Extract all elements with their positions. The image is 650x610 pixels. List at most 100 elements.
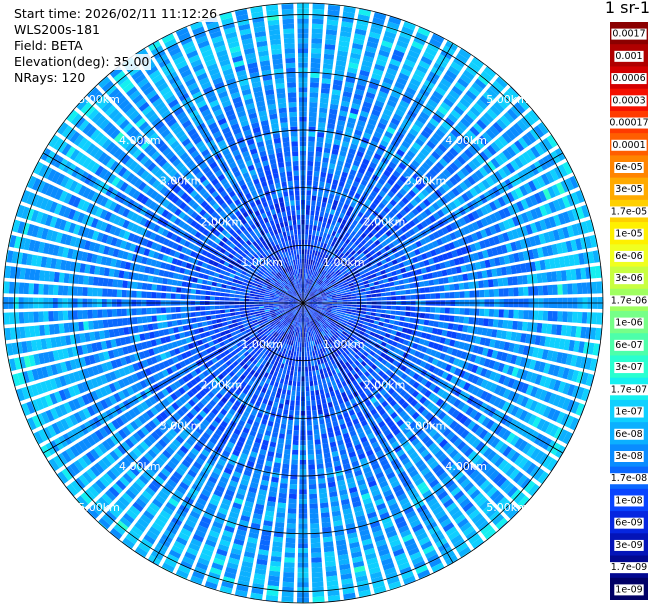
- ray-gate: [467, 325, 473, 334]
- ray-gate: [331, 253, 336, 259]
- ray-gate: [536, 322, 543, 333]
- ray-gate: [372, 347, 378, 353]
- ray-gate: [303, 298, 305, 302]
- ray-gate: [406, 245, 414, 252]
- ray-gate: [319, 102, 328, 109]
- ray-gate: [318, 267, 322, 273]
- ray-gate: [316, 374, 321, 381]
- ray-gate: [560, 270, 567, 281]
- ray-gate: [411, 390, 420, 398]
- ray-gate: [367, 335, 374, 340]
- ray-gate: [312, 288, 317, 293]
- ray-gate: [401, 327, 408, 333]
- ray-gate: [462, 69, 475, 81]
- ray-gate: [304, 301, 308, 303]
- ray-gate: [363, 259, 370, 265]
- ray-gate: [378, 236, 385, 243]
- ray-gate: [339, 246, 345, 253]
- ray-gate: [346, 291, 352, 295]
- ray-gate: [474, 241, 482, 251]
- ray-gate: [480, 205, 489, 216]
- ray-gate: [392, 113, 403, 122]
- ray-gate: [308, 126, 316, 132]
- ray-gate: [374, 367, 381, 374]
- ray-gate: [411, 123, 422, 133]
- ray-gate: [498, 309, 504, 318]
- ray-gate: [502, 232, 510, 242]
- ray-gate: [307, 444, 314, 450]
- ray-gate: [556, 270, 562, 282]
- ray-gate: [281, 591, 294, 598]
- ray-gate: [564, 178, 575, 191]
- ray-gate: [594, 265, 602, 279]
- ray-gate: [317, 241, 321, 247]
- ray-gate: [543, 203, 553, 215]
- ray-gate: [299, 342, 302, 348]
- ray-gate: [405, 295, 411, 300]
- ray-gate: [315, 278, 320, 283]
- ray-gate: [339, 110, 348, 117]
- ray-gate: [343, 187, 350, 194]
- ray-gate: [401, 196, 410, 205]
- ray-gate: [340, 268, 346, 273]
- ray-gate: [443, 97, 454, 108]
- ray-gate: [341, 141, 350, 148]
- ray-gate: [312, 303, 318, 305]
- ray-gate: [349, 57, 360, 65]
- ray-gate: [341, 219, 347, 226]
- ray-gate: [308, 469, 316, 475]
- ray-gate: [443, 354, 451, 363]
- ray-gate: [495, 76, 508, 89]
- ray-gate: [580, 221, 589, 234]
- ray-gate: [382, 135, 391, 143]
- ray-gate: [439, 172, 448, 182]
- ray-gate: [313, 419, 319, 426]
- ray-gate: [375, 194, 383, 202]
- ray-gate: [346, 267, 352, 273]
- ray-gate: [298, 337, 301, 343]
- ray-gate: [327, 300, 333, 303]
- ray-gate: [455, 266, 462, 274]
- ray-gate: [374, 63, 385, 72]
- ray-gate: [282, 368, 287, 375]
- ray-gate: [510, 189, 520, 201]
- ray-gate: [486, 160, 497, 172]
- ray-gate: [347, 247, 354, 253]
- ray-gate: [309, 513, 319, 519]
- ray-gate: [335, 323, 341, 328]
- ray-gate: [307, 298, 312, 302]
- ray-gate: [518, 457, 529, 469]
- ray-gate: [375, 329, 382, 335]
- ray-gate: [393, 264, 400, 270]
- ray-gate: [362, 158, 370, 166]
- ray-gate: [435, 293, 441, 299]
- ray-gate: [389, 364, 396, 372]
- ray-gate: [312, 250, 316, 256]
- ray-gate: [451, 249, 458, 258]
- ray-gate: [396, 370, 404, 377]
- ray-gate: [274, 457, 282, 464]
- ray-gate: [383, 77, 394, 85]
- ray-gate: [338, 40, 350, 48]
- ray-gate: [311, 567, 323, 573]
- ray-gate: [571, 370, 580, 383]
- ray-gate: [321, 237, 326, 243]
- ray-gate: [343, 272, 349, 278]
- ray-gate: [427, 242, 434, 250]
- ray-gate: [308, 290, 312, 296]
- ray-gate: [576, 282, 583, 295]
- ray-gate: [336, 271, 342, 276]
- ray-gate: [365, 287, 371, 291]
- ray-gate: [451, 409, 460, 419]
- ray-gate: [546, 245, 554, 256]
- ray-gate: [434, 263, 442, 271]
- ray-gate: [319, 252, 324, 258]
- ray-gate: [381, 81, 392, 90]
- ray-gate: [350, 185, 358, 192]
- ray-gate: [337, 282, 343, 286]
- ray-gate: [572, 283, 578, 295]
- ray-gate: [349, 169, 357, 176]
- ray-gate: [389, 234, 396, 242]
- ray-gate: [337, 300, 343, 302]
- ray-gate: [280, 423, 287, 430]
